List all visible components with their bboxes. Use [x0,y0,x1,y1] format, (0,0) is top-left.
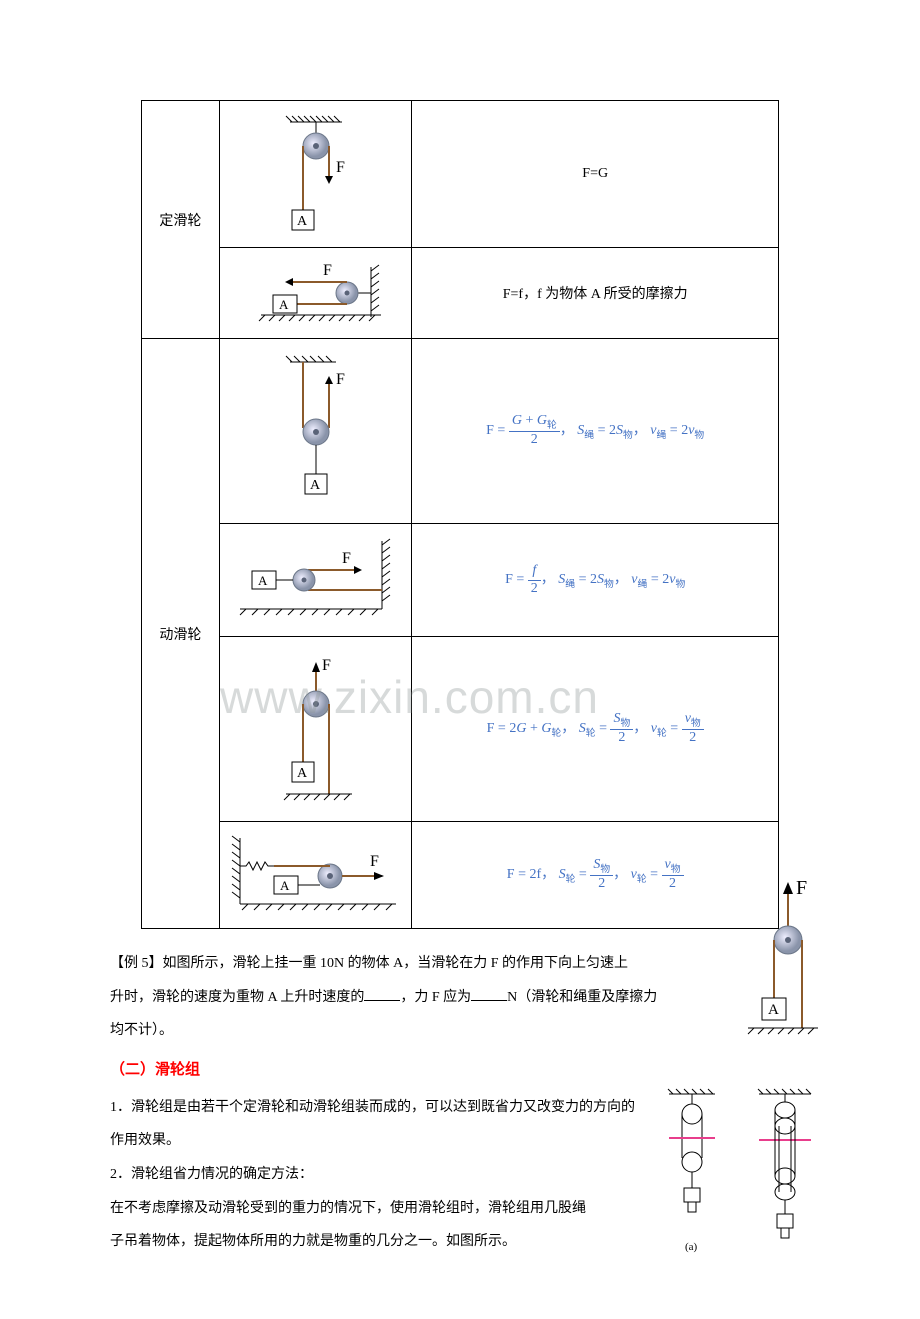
ex5-t4: N（滑轮和绳重及摩擦力 [507,990,657,1005]
formula-r1-text: F=G [582,166,608,181]
svg-text:A: A [310,478,321,493]
pulley-table: 定滑轮 [141,100,779,929]
formula-r3: F = G + G轮2， S绳 = 2S物， v绳 = 2v物 [412,339,779,524]
ex5-t5: 均不计）。 [110,1023,173,1038]
svg-text:F: F [370,853,379,870]
svg-text:F: F [322,657,331,674]
svg-text:A: A [280,878,290,893]
figure-pulley-groups: (a) [655,1080,825,1275]
svg-text:A: A [258,573,268,588]
fixed-pulley-label: 定滑轮 [142,101,220,339]
blank-2 [471,986,507,1001]
diagram-moving-horizontal: F A [219,524,412,637]
example-5-line3: 均不计）。 [110,1014,810,1048]
formula-r6: F = 2f， S轮 = S物2， v轮 = v物2 [412,822,779,929]
ex5-t1: 如图所示，滑轮上挂一重 10N 的物体 A，当滑轮在力 F 的作用下向上匀速上 [163,956,629,971]
formula-r5: F = 2G + G轮， S轮 = S物2， v轮 = v物2 [412,637,779,822]
diagram-moving-horizontal-cost: A F [219,822,412,929]
ex5-t3: ，力 F 应为 [400,990,471,1005]
svg-text:F: F [336,159,345,176]
example-5-line2: 升时，滑轮的速度为重物 A 上升时速度的 ，力 F 应为 N（滑轮和绳重及摩擦力 [110,981,810,1015]
formula-r1: F=G [412,101,779,248]
svg-text:F: F [336,371,345,388]
formula-r2: F=f，f 为物体 A 所受的摩擦力 [412,248,779,339]
fig-a-label: (a) [685,1241,698,1253]
example-5: 【例 5】如图所示，滑轮上挂一重 10N 的物体 A，当滑轮在力 F 的作用下向… [110,947,810,981]
svg-text:A: A [297,766,308,781]
figure-ex5: F A [730,870,820,1045]
diagram-moving-vertical-cost: F A [219,637,412,822]
diagram-moving-vertical: F A [219,339,412,524]
svg-text:A: A [279,297,289,312]
ex5-t2: 升时，滑轮的速度为重物 A 上升时速度的 [110,990,364,1005]
svg-text:F: F [796,877,807,899]
svg-text:F: F [323,262,332,279]
blank-1 [364,986,400,1001]
svg-text:A: A [297,214,308,229]
formula-r2-text: F=f，f 为物体 A 所受的摩擦力 [503,287,688,302]
moving-pulley-label: 动滑轮 [142,339,220,929]
svg-text:A: A [768,1002,779,1018]
svg-text:F: F [342,550,351,567]
diagram-fixed-vertical: F A [219,101,412,248]
formula-r4: F = f2， S绳 = 2S物， v绳 = 2v物 [412,524,779,637]
diagram-fixed-horizontal: F A [219,248,412,339]
ex5-label: 【例 5】 [110,956,163,971]
